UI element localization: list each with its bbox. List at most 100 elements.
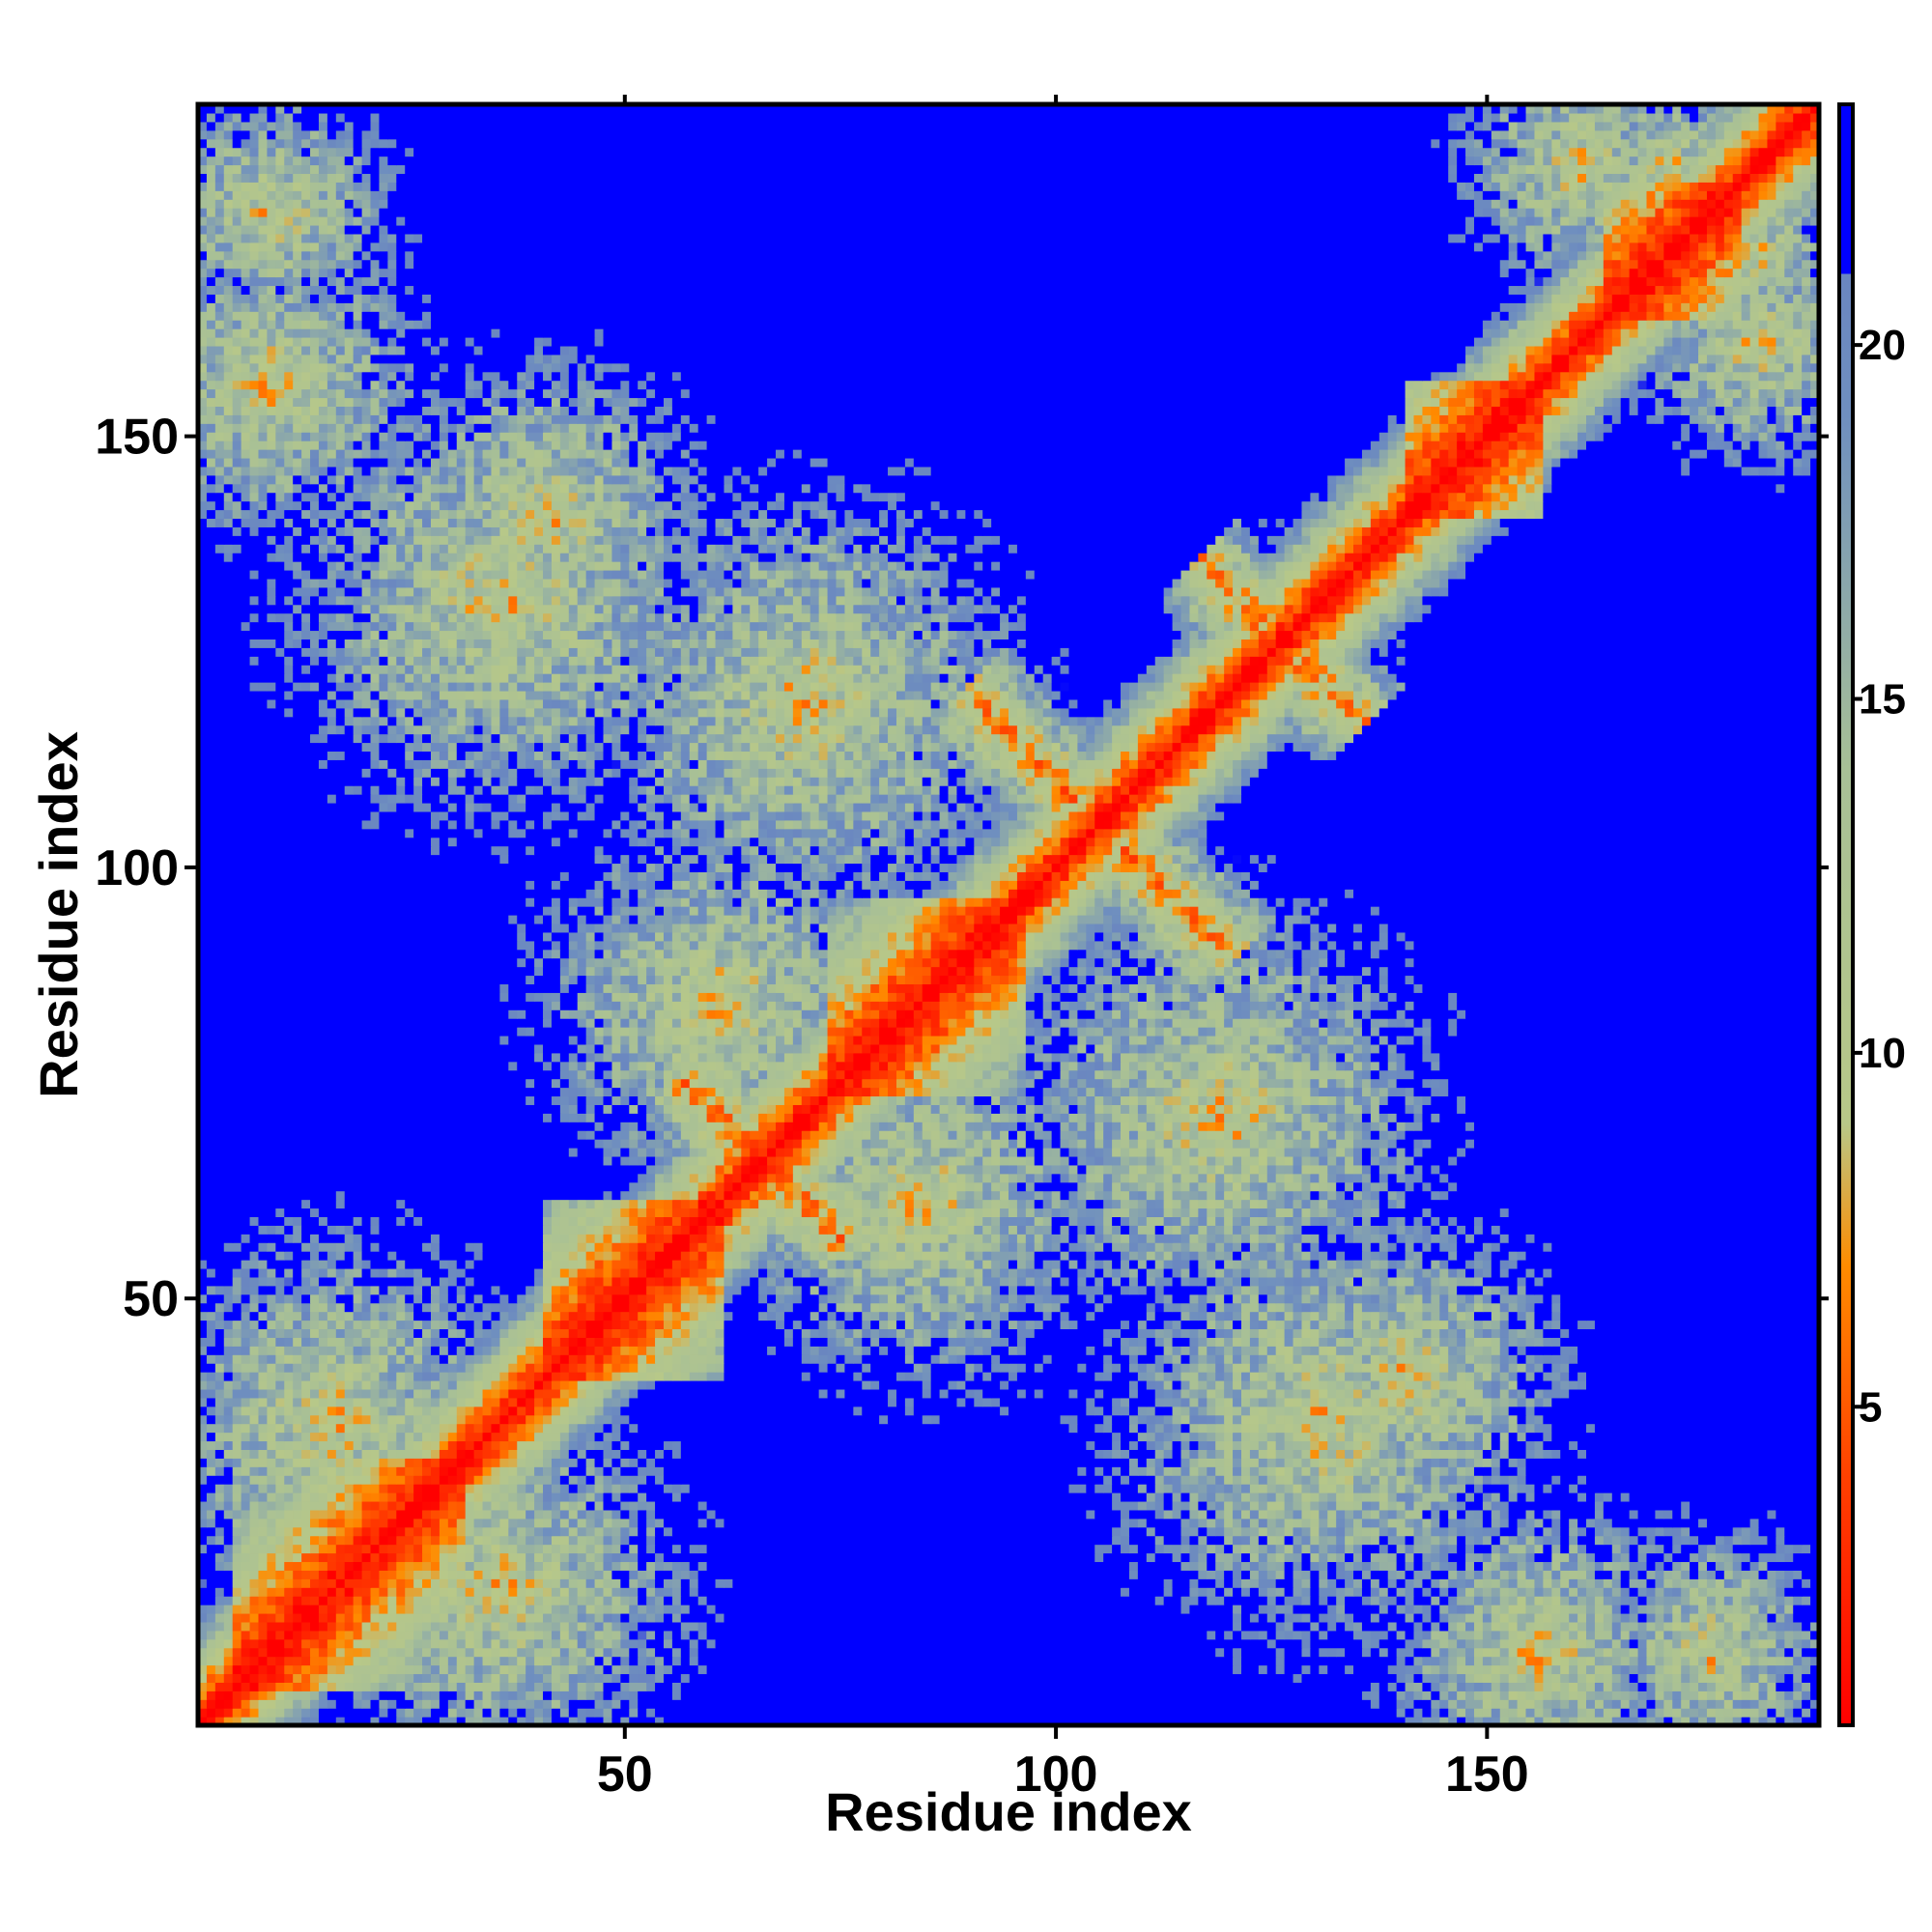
heatmap-cell [1414, 1570, 1424, 1579]
heatmap-cell [552, 1708, 561, 1718]
heatmap-cell [336, 1648, 346, 1658]
heatmap-cell [1638, 1536, 1648, 1546]
heatmap-cell [491, 1699, 500, 1709]
heatmap-cell [1371, 1510, 1380, 1520]
heatmap-cell [1483, 1415, 1492, 1425]
heatmap-cell [517, 1708, 526, 1718]
heatmap-cell [207, 1519, 216, 1528]
heatmap-cell [267, 1380, 276, 1390]
heatmap-cell [1646, 1545, 1656, 1554]
heatmap-cell [284, 1552, 294, 1562]
heatmap-cell [1388, 1406, 1398, 1416]
heatmap-cell [1767, 1561, 1802, 1571]
heatmap-cell [690, 1639, 699, 1649]
heatmap-cell [1793, 1639, 1803, 1649]
heatmap-cell [1569, 1519, 1578, 1528]
heatmap-cell [1406, 1561, 1415, 1571]
heatmap-cell [543, 1545, 553, 1554]
heatmap-cell [1129, 1449, 1155, 1459]
heatmap-cell [1164, 1484, 1174, 1493]
heatmap-cell [629, 1605, 639, 1614]
heatmap-cell [354, 1449, 363, 1459]
heatmap-cell [267, 1433, 276, 1442]
heatmap-cell [991, 1372, 1009, 1381]
heatmap-cell [1646, 1648, 1656, 1658]
heatmap-cell [1551, 1510, 1561, 1520]
heatmap-cell [1604, 1699, 1613, 1709]
heatmap-cell [1663, 1545, 1673, 1554]
heatmap-cell [1422, 1501, 1432, 1511]
heatmap-cell [310, 1587, 320, 1597]
heatmap-cell [1414, 1587, 1424, 1597]
heatmap-cell [543, 1673, 553, 1683]
heatmap-cell [371, 1605, 381, 1614]
heatmap-cell [578, 1492, 587, 1502]
heatmap-cell [310, 1484, 320, 1493]
heatmap-cell [1259, 1466, 1268, 1476]
heatmap-cell [1207, 1561, 1216, 1571]
heatmap-cell [543, 1492, 553, 1502]
heatmap-cell [336, 1380, 346, 1390]
heatmap-cell [586, 1605, 596, 1614]
heatmap-cell [1630, 1631, 1639, 1640]
heatmap-cell [1371, 1475, 1380, 1485]
heatmap-cell [440, 1440, 449, 1450]
heatmap-cell [1301, 1433, 1311, 1442]
heatmap-cell [1345, 1578, 1354, 1588]
heatmap-cell [1534, 1587, 1544, 1597]
heatmap-cell [1784, 1673, 1794, 1683]
heatmap-cell [552, 1596, 561, 1605]
heatmap-cell [466, 1527, 475, 1537]
heatmap-cell [1492, 1596, 1501, 1605]
heatmap-cell [1026, 1389, 1036, 1399]
heatmap-cell [1431, 1673, 1440, 1683]
heatmap-cell [1509, 1433, 1519, 1442]
heatmap-cell [586, 1484, 596, 1493]
heatmap-cell [526, 1648, 535, 1658]
heatmap-cell [1586, 1492, 1596, 1502]
heatmap-cell [267, 1527, 276, 1537]
heatmap-cell [1776, 1690, 1785, 1700]
heatmap-cell [698, 1536, 1113, 1546]
heatmap-cell [1233, 1372, 1242, 1381]
heatmap-cell [681, 1613, 691, 1623]
heatmap-cell [1492, 1440, 1501, 1450]
heatmap-cell [698, 1657, 1234, 1666]
heatmap-cell [379, 1587, 388, 1597]
heatmap-cell [207, 1613, 216, 1623]
heatmap-cell [1707, 1536, 1717, 1546]
heatmap-cell [629, 1631, 639, 1640]
heatmap-cell [379, 1433, 388, 1442]
heatmap-cell [1431, 1458, 1440, 1467]
heatmap-cell [646, 1527, 656, 1537]
heatmap-cell [543, 1631, 553, 1640]
heatmap-cell [1241, 1380, 1251, 1390]
heatmap-cell [1621, 1665, 1631, 1675]
heatmap-cell [1267, 1492, 1277, 1502]
heatmap-cell [1422, 1519, 1432, 1528]
heatmap-cell [681, 1536, 691, 1546]
heatmap-cell [1767, 1552, 1776, 1562]
heatmap-cell [1250, 1561, 1260, 1571]
heatmap-cell [387, 1648, 397, 1658]
heatmap-cell [1414, 1440, 1424, 1450]
heatmap-cell [1241, 1398, 1251, 1407]
heatmap-cell [1767, 1690, 1776, 1700]
heatmap-cell [319, 1648, 328, 1658]
heatmap-cell [1181, 1596, 1191, 1605]
heatmap-cell [543, 1389, 560, 1399]
heatmap-cell [1776, 1682, 1793, 1691]
heatmap-cell [560, 1622, 570, 1632]
heatmap-cell [611, 1527, 621, 1537]
heatmap-cell [319, 1372, 328, 1381]
heatmap-cell [604, 1475, 613, 1485]
heatmap-cell [534, 1561, 544, 1571]
heatmap-cell [1543, 1682, 1552, 1691]
heatmap-cell [1250, 1536, 1260, 1546]
heatmap-cell [1285, 1484, 1294, 1493]
heatmap-cell [215, 1536, 225, 1546]
heatmap-cell [1577, 1708, 1587, 1718]
heatmap-cell [345, 1596, 355, 1605]
heatmap-cell [250, 1380, 260, 1390]
heatmap-cell [1293, 1596, 1303, 1605]
